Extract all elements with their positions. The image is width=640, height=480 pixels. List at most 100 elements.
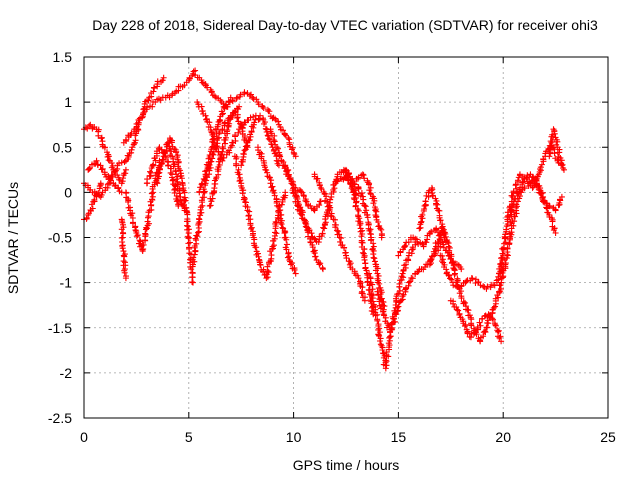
data-point [372,207,385,239]
data-point [141,93,155,110]
data-point [466,330,477,341]
data-point [447,297,460,311]
data-point [87,121,98,132]
data-point [343,166,353,180]
data-point [319,266,326,273]
data-point [160,74,167,81]
data-point [414,239,426,247]
data-point [558,162,565,169]
data-point [139,226,149,255]
x-tick-label: 25 [600,429,616,445]
data-point [261,162,275,184]
y-tick-label: 0.5 [53,139,73,155]
series-arc-4 [85,157,125,196]
grid [84,57,608,418]
data-point [250,234,263,266]
data-point [244,207,256,239]
data-point [231,108,244,127]
data-point [311,171,323,189]
data-point [485,311,497,323]
data-point [269,144,282,167]
data-point [202,146,215,178]
data-point [458,266,465,273]
series-arc-23 [311,171,368,304]
data-point [194,99,207,117]
data-point [244,90,260,103]
data-point [267,126,279,148]
x-tick-label: 15 [391,429,407,445]
series-arc-1 [81,121,129,187]
x-tick-label: 20 [495,429,511,445]
data-point [317,184,330,204]
series-arc-25 [343,166,388,313]
data-point [366,270,379,310]
data-point [539,193,552,216]
series-arc-5 [118,216,130,282]
data-point [443,270,455,283]
data-point [361,297,368,304]
data-point [552,196,564,214]
series-arc-11 [164,139,188,214]
data-point [392,273,407,304]
data-point [359,171,371,186]
data-point [399,256,412,277]
data-point [475,279,487,290]
data-point [292,270,299,277]
data-point [330,216,343,238]
data-point [292,153,299,160]
data-point [234,89,248,101]
x-tick-label: 10 [286,429,302,445]
series-arc-16 [206,108,251,209]
y-tick-label: 1 [64,94,72,110]
data-point [290,189,302,213]
data-point [263,126,275,148]
data-point [189,279,196,286]
data-point [118,234,128,258]
data-point [273,144,287,166]
data-point [504,192,516,223]
y-tick-labels: 1.5 1 0.5 0 -0.5 -1 -1.5 -2 -2.5 [48,49,72,426]
data-point [349,266,361,279]
data-point [286,139,298,158]
data-point [85,160,99,173]
data-point [416,201,429,232]
data-point [153,156,167,187]
x-axis-label: GPS time / hours [293,457,400,473]
data-point [150,145,162,169]
data-point [110,180,123,195]
data-point [244,113,257,124]
data-point [122,275,129,282]
data-point [529,173,541,191]
data-point [236,103,243,110]
data-point [535,156,547,178]
series-arc-2 [81,157,129,200]
data-point [97,181,111,200]
data-point [372,306,384,348]
data-point [173,82,188,95]
data-point [491,320,504,341]
data-point [97,180,104,187]
x-tick-label: 0 [80,429,88,445]
data-point [361,202,374,238]
chart-title: Day 228 of 2018, Sidereal Day-to-day VTE… [92,17,598,33]
x-tick-labels: 0 5 10 15 20 25 [80,429,616,445]
data-point [231,153,244,185]
data-point [307,239,319,260]
data-point [336,234,349,256]
data-point [114,158,128,169]
y-tick-label: 1.5 [53,49,73,65]
data-point [514,186,526,196]
data-point [143,163,156,187]
data-point [131,111,147,133]
series-arc-18 [238,112,282,169]
data-point [365,180,379,213]
data-point [560,166,567,173]
data-point [127,207,140,235]
data-point [496,263,509,295]
data-point [464,306,478,334]
data-point [546,211,558,234]
y-axis-label: SDTVAR / TECUs [5,182,21,294]
data-point [460,320,471,337]
